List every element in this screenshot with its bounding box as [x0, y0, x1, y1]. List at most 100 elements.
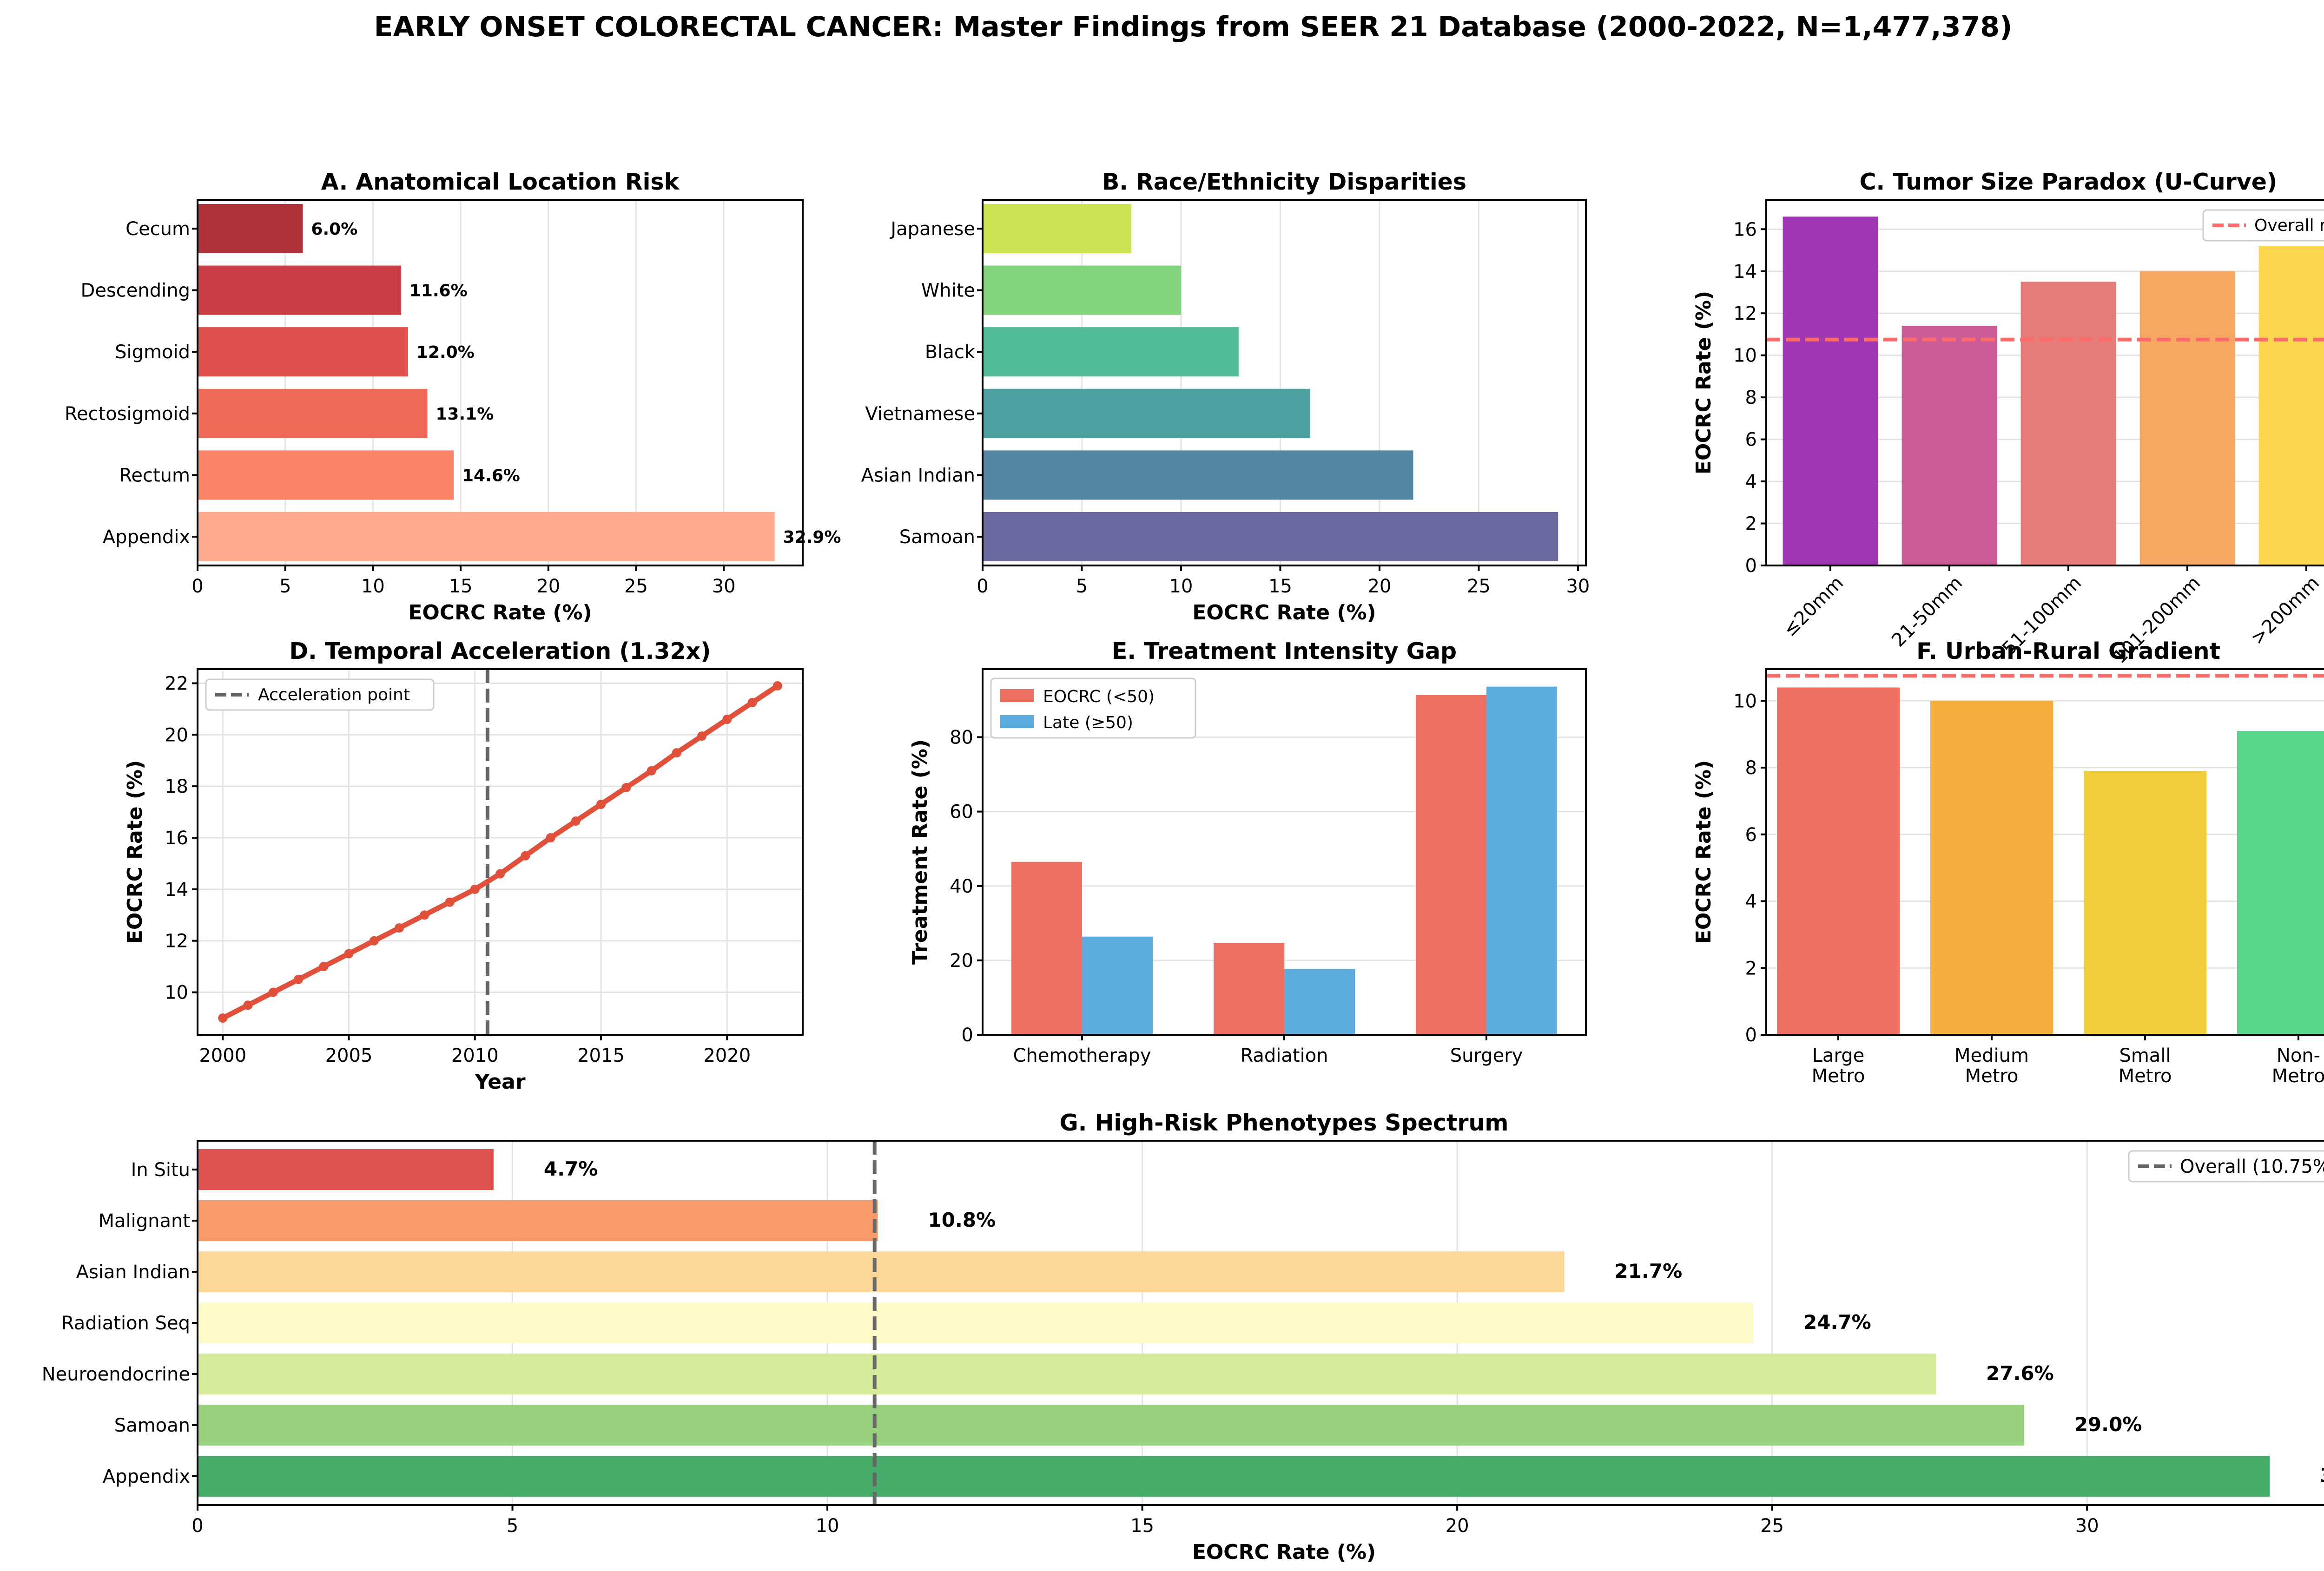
y-tick-label: Samoan — [899, 526, 975, 548]
data-point — [344, 949, 354, 959]
data-label: 10.8% — [928, 1209, 996, 1231]
x-tick-label: 30 — [712, 576, 736, 597]
legend-box — [2202, 209, 2324, 242]
bar-malignant — [198, 1200, 878, 1241]
panel-B: Samoan Asian Indian Vietnamese Black White Ja… — [861, 169, 1590, 624]
legend-label: Overall rate — [2254, 216, 2324, 235]
legend: EOCRC (<50) Late (≥50) — [990, 677, 1196, 739]
bar-descending — [198, 265, 401, 315]
bar-101-200mm — [2139, 271, 2235, 565]
data-point — [697, 731, 706, 741]
data-label: 11.6% — [409, 282, 468, 301]
y-tick-label: 22 — [165, 673, 188, 694]
legend-label: Overall (10.75%) — [2180, 1156, 2324, 1177]
legend: Overall rate — [2202, 209, 2324, 242]
bar-white — [983, 265, 1181, 315]
x-tick-label-line: Non- — [2277, 1045, 2320, 1066]
bar-large-metro — [1777, 687, 1900, 1035]
bar-cecum — [198, 204, 303, 254]
y-tick-label: 8 — [1745, 757, 1757, 779]
y-tick-label: Appendix — [103, 1466, 190, 1487]
x-tick-label: 2000 — [199, 1045, 246, 1066]
y-tick-label: Appendix — [103, 526, 190, 548]
data-point — [772, 681, 782, 691]
x-tick-label: Small Metro — [2119, 1045, 2172, 1087]
bar-japanese — [983, 204, 1132, 254]
data-point — [218, 1013, 228, 1023]
y-tick-label: 40 — [950, 876, 973, 897]
data-point — [445, 897, 455, 907]
bar-sigmoid — [198, 327, 408, 377]
y-tick-label: 18 — [165, 776, 188, 797]
figure-title: EARLY ONSET COLORECTAL CANCER: Master Fi… — [374, 11, 2013, 43]
y-axis-label: Treatment Rate (%) — [908, 739, 932, 965]
axes-frame — [1765, 668, 2324, 1036]
legend-label: EOCRC (<50) — [1043, 687, 1155, 706]
x-tick-label: 15 — [449, 576, 473, 597]
x-tick-label: Chemotherapy — [1013, 1045, 1151, 1066]
data-label: 29.0% — [2074, 1413, 2142, 1436]
panel-title: E. Treatment Intensity Gap — [1112, 638, 1457, 664]
y-tick-label: Sigmoid — [115, 342, 190, 363]
x-tick-label-line: Metro — [1965, 1065, 2019, 1087]
data-point — [369, 936, 379, 946]
bar-medium-metro — [1930, 701, 2053, 1035]
x-tick-label-line: Small — [2119, 1045, 2171, 1066]
x-tick-label: 25 — [1760, 1515, 1784, 1537]
axes-frame — [982, 199, 1587, 566]
x-tick-label: 25 — [1467, 576, 1491, 597]
bar-20mm — [1783, 217, 1878, 565]
x-tick-label: 20 — [1367, 576, 1391, 597]
y-axis-label: EOCRC Rate (%) — [1692, 760, 1716, 944]
bar-late-50-surgery — [1486, 686, 1557, 1035]
y-tick-label: Radiation Seq — [61, 1313, 190, 1334]
x-tick-label: Non-Metro — [2272, 1045, 2324, 1087]
bar-late-50-chemotherapy — [1082, 936, 1153, 1035]
legend-label: Acceleration point — [258, 685, 410, 704]
panel-A: Appendix 32.9% Rectum 14.6% Rectosigmoid 13.1… — [65, 169, 841, 624]
y-tick-label: Descending — [81, 280, 190, 302]
x-axis-label: Year — [474, 1070, 525, 1094]
x-tick-label: 5 — [279, 576, 291, 597]
x-axis-label: EOCRC Rate (%) — [408, 601, 592, 624]
y-tick-label: Rectum — [119, 465, 190, 486]
y-tick-label: Malignant — [98, 1210, 190, 1232]
x-tick-label: 5 — [507, 1515, 518, 1537]
bar-appendix — [198, 512, 775, 562]
y-tick-label: Japanese — [889, 218, 975, 240]
y-tick-label: 16 — [1733, 219, 1757, 240]
x-tick-label: 10 — [1169, 576, 1193, 597]
x-tick-label: 20 — [1446, 1515, 1469, 1537]
panel-G: Appendix 32.9% Samoan 29.0% Neuroendocrine 27… — [42, 1110, 2324, 1564]
y-tick-label: 6 — [1745, 429, 1757, 451]
bar-vietnamese — [983, 388, 1310, 438]
data-point — [521, 851, 530, 861]
x-tick-label: 20 — [536, 576, 560, 597]
bar-51-100mm — [2020, 282, 2116, 565]
bar-200mm — [2258, 246, 2324, 565]
y-tick-label: 20 — [950, 950, 973, 972]
x-tick-label: Large Metro — [1812, 1045, 1865, 1087]
panel-title: F. Urban-Rural Gradient — [1916, 638, 2220, 664]
bar-eocrc-50-chemotherapy — [1011, 861, 1082, 1035]
y-tick-label: 14 — [165, 879, 188, 901]
data-label: 32.9% — [783, 528, 841, 547]
x-tick-label-line: Metro — [1812, 1065, 1865, 1087]
legend-box — [990, 677, 1196, 739]
axes-frame — [982, 668, 1587, 1036]
y-tick-label: 4 — [1745, 471, 1757, 493]
data-point — [243, 1000, 253, 1010]
y-tick-label: 80 — [950, 727, 973, 749]
y-tick-label: 10 — [1733, 345, 1757, 367]
data-point — [621, 782, 631, 792]
data-point — [294, 974, 303, 984]
x-tick-label: 30 — [1566, 576, 1590, 597]
bar-samoan — [983, 512, 1558, 562]
bar-21-50mm — [1901, 326, 1997, 565]
bar-asian-indian — [983, 450, 1413, 500]
axes-frame — [197, 668, 804, 1036]
y-tick-label: 60 — [950, 802, 973, 823]
data-point — [596, 799, 606, 809]
y-tick-label: Neuroendocrine — [42, 1364, 190, 1385]
